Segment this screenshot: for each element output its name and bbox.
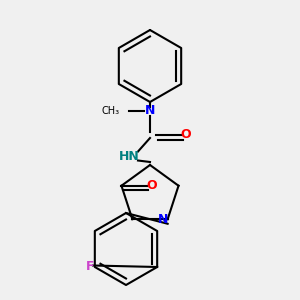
Text: O: O (181, 128, 191, 142)
Text: N: N (145, 104, 155, 118)
Text: O: O (146, 179, 157, 192)
Text: CH₃: CH₃ (102, 106, 120, 116)
Text: HN: HN (118, 149, 140, 163)
Text: F: F (86, 260, 94, 274)
Text: N: N (158, 213, 168, 226)
